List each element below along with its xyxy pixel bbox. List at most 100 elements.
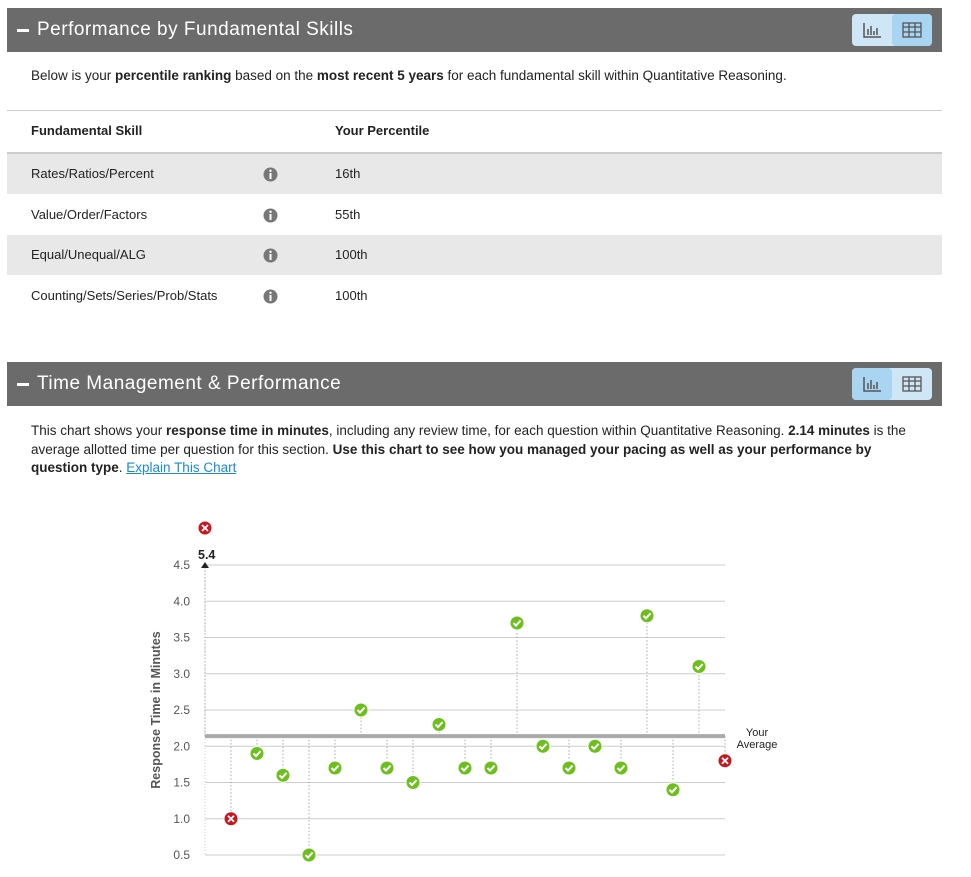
skill-name: Equal/Unequal/ALG: [31, 247, 146, 262]
y-tick-label: 4.0: [173, 594, 190, 608]
point-circle: [561, 760, 577, 776]
description-text: most recent 5 years: [316, 68, 444, 83]
description: This chart shows your response time in m…: [31, 422, 921, 478]
response-point: [613, 760, 629, 776]
point-circle: [639, 608, 655, 624]
response-point: [405, 775, 421, 790]
point-circle: [483, 760, 499, 776]
point-circle: [509, 615, 525, 631]
point-circle: [275, 767, 291, 783]
off-scale-arrow: [201, 562, 209, 568]
correct-icon: [252, 750, 262, 758]
correct-icon: [694, 663, 704, 671]
incorrect-icon: [201, 524, 209, 532]
view-toggle: [852, 14, 932, 46]
response-point: [431, 717, 447, 732]
response-point: [249, 746, 265, 761]
incorrect-icon: [227, 815, 235, 823]
response-point: [535, 738, 551, 754]
correct-icon: [668, 786, 678, 794]
info-icon[interactable]: [263, 248, 278, 266]
description: Below is your percentile ranking based o…: [31, 67, 921, 86]
y-tick-label: 1.5: [173, 776, 190, 790]
response-point: [691, 659, 707, 674]
off-scale-label: 5.4: [198, 548, 215, 562]
divider: [7, 152, 942, 154]
section-header: Performance by Fundamental Skills: [7, 8, 942, 52]
response-point: [665, 782, 681, 798]
y-tick-label: 1.0: [173, 812, 190, 826]
response-point: [509, 615, 525, 631]
average-label: Your Average: [736, 727, 778, 752]
column-header: Fundamental Skill: [31, 123, 143, 138]
table-view-button[interactable]: [892, 368, 932, 400]
response-point: [639, 608, 655, 624]
y-tick-label: 3.5: [173, 631, 190, 645]
correct-icon: [486, 764, 496, 773]
correct-icon: [408, 779, 418, 787]
point-circle: [691, 659, 707, 674]
correct-icon: [382, 764, 392, 773]
percentile: 55th: [335, 206, 361, 222]
info-icon[interactable]: [263, 208, 278, 226]
section-header: Time Management & Performance: [7, 362, 942, 406]
point-circle: [587, 738, 603, 754]
point-circle: [613, 760, 629, 776]
correct-icon: [590, 743, 600, 751]
info-icon[interactable]: [263, 289, 278, 307]
description-text: Use this chart to see how you managed yo…: [31, 441, 872, 476]
info-icon[interactable]: [263, 167, 278, 185]
chart-view-button[interactable]: [852, 14, 892, 46]
description-text: Below is your: [31, 68, 116, 83]
y-tick-label: 2.5: [173, 703, 190, 717]
chart-view-button[interactable]: [852, 368, 892, 400]
point-circle: [535, 738, 551, 754]
correct-icon: [564, 764, 574, 773]
response-point: [301, 847, 317, 863]
point-circle: [431, 717, 447, 732]
response-point: [483, 760, 499, 776]
response-point: [379, 760, 395, 776]
collapse-icon[interactable]: [17, 383, 29, 386]
incorrect-icon: [721, 757, 729, 765]
response-point: [197, 520, 213, 536]
correct-icon: [330, 764, 340, 773]
description-text: for each fundamental skill within Quanti…: [443, 68, 787, 83]
response-point: [457, 760, 473, 776]
description-text: , including any review time, for each qu…: [328, 423, 789, 438]
skill-name: Counting/Sets/Series/Prob/Stats: [31, 287, 218, 303]
explain-link[interactable]: Explain This Chart: [126, 460, 237, 475]
percentile: 100th: [335, 287, 368, 303]
divider: [7, 110, 942, 111]
correct-icon: [304, 851, 314, 860]
table-row: Value/Order/Factors 55th: [7, 195, 942, 235]
description-text: based on the: [231, 68, 317, 83]
point-circle: [665, 782, 681, 798]
table-row: Counting/Sets/Series/Prob/Stats 100th: [7, 276, 942, 316]
response-point: [223, 811, 239, 827]
section-title: Time Management & Performance: [37, 373, 342, 394]
point-circle: [457, 760, 473, 776]
y-tick-label: 0.5: [173, 848, 190, 862]
correct-icon: [460, 764, 470, 773]
response-point: [587, 738, 603, 754]
point-circle: [301, 847, 317, 863]
table-view-button[interactable]: [892, 14, 932, 46]
view-toggle: [852, 368, 932, 400]
response-point: [275, 767, 291, 783]
collapse-icon[interactable]: [17, 29, 29, 32]
description-text: response time in minutes: [166, 423, 329, 438]
percentile: 100th: [335, 247, 368, 262]
chart: 4.5 4.0 3.5 3.0 2.5 2.0 1.5 1.0 0.5 Response Time…: [149, 520, 733, 863]
correct-icon: [512, 619, 522, 628]
description-text: percentile ranking: [115, 68, 232, 83]
point-circle: [379, 760, 395, 776]
percentile: 16th: [335, 166, 361, 181]
response-point: [353, 702, 369, 718]
y-tick-label: 2.0: [173, 739, 190, 753]
point-circle: [405, 775, 421, 790]
column-header: Your Percentile: [335, 123, 430, 138]
description-text: 2.14 minutes: [788, 423, 870, 438]
y-tick-label: 3.0: [173, 667, 190, 681]
skill-name: Rates/Ratios/Percent: [31, 166, 154, 181]
